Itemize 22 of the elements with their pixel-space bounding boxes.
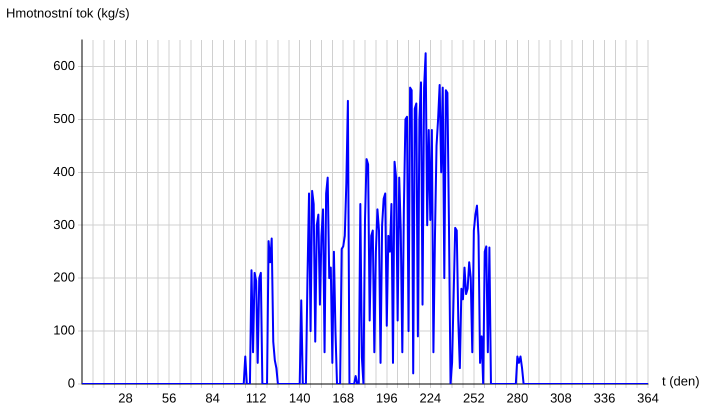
x-axis-title: t (den) xyxy=(662,374,700,389)
y-tick-label: 200 xyxy=(53,270,75,285)
y-tick-label: 400 xyxy=(53,164,75,179)
y-tick-label: 300 xyxy=(53,216,75,232)
x-tick-label: 308 xyxy=(550,390,572,406)
y-tick-label: 100 xyxy=(53,322,75,338)
x-tick-label: 112 xyxy=(246,390,267,406)
y-axis-title: Hmotnostní tok (kg/s) xyxy=(6,6,130,21)
x-tick-label: 84 xyxy=(205,390,220,406)
x-tick-label: 168 xyxy=(332,390,354,406)
y-tick-label: 500 xyxy=(53,110,75,126)
x-tick-label: 280 xyxy=(506,390,528,406)
y-tick-label: 600 xyxy=(53,58,75,74)
x-tick-label: 140 xyxy=(288,390,311,406)
x-tick-label: 252 xyxy=(462,390,485,406)
x-tick-label: 224 xyxy=(419,390,442,406)
x-tick-label: 364 xyxy=(637,390,659,406)
x-tick-label: 196 xyxy=(376,390,398,406)
y-tick-label: 0 xyxy=(68,376,75,391)
x-tick-label: 336 xyxy=(594,390,616,406)
x-tick-label: 56 xyxy=(162,390,176,406)
x-tick-label: 28 xyxy=(118,390,133,406)
